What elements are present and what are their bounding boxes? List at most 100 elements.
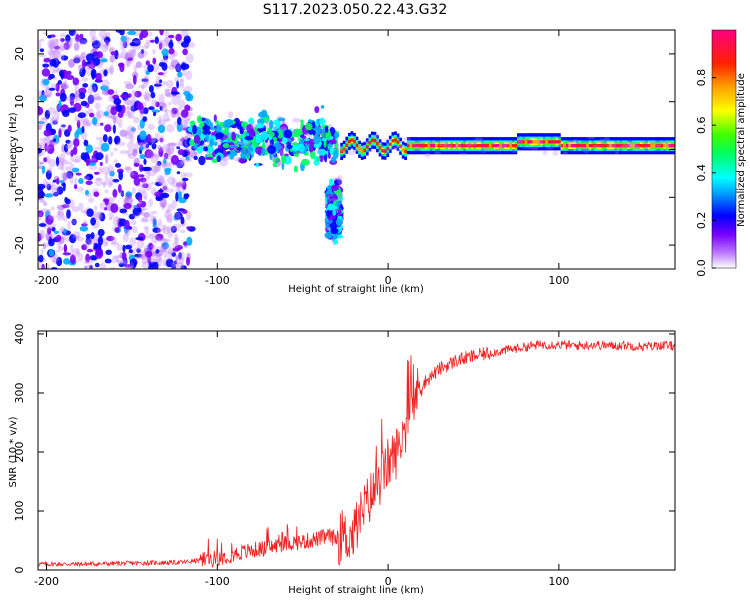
heatmap-cell (51, 115, 55, 122)
heatmap-cell (96, 96, 102, 102)
heatmap-cell (127, 93, 132, 98)
heatmap-cell (368, 141, 372, 145)
heatmap-cell (59, 92, 67, 102)
heatmap-cell (60, 55, 69, 61)
heatmap-cell (329, 139, 337, 145)
heatmap-cell (476, 144, 479, 148)
heatmap-cell (85, 253, 90, 263)
heatmap-cell (417, 140, 428, 144)
heatmap-cell (87, 94, 96, 104)
heatmap-cell (110, 113, 119, 120)
heatmap-cell (155, 249, 160, 254)
heatmap-cell (83, 260, 90, 265)
heatmap-cell (44, 109, 51, 120)
heatmap-cell (324, 231, 333, 239)
heatmap-cell (170, 181, 180, 188)
heatmap-cell (278, 126, 288, 131)
heatmap-cell (70, 219, 77, 225)
heatmap-cell (330, 227, 339, 235)
heatmap-cell (164, 88, 171, 97)
heatmap-cell (61, 124, 66, 128)
heatmap-cell (61, 182, 66, 187)
heatmap-cell (116, 141, 126, 147)
heatmap-cell (173, 107, 182, 111)
heatmap-cell (63, 42, 70, 50)
heatmap-cell (155, 233, 164, 241)
heatmap-cell (46, 139, 55, 147)
heatmap-cell (407, 140, 417, 146)
heatmap-cell (123, 35, 130, 43)
heatmap-cell (575, 144, 579, 148)
heatmap-cell (614, 144, 618, 148)
heatmap-cell (324, 153, 328, 163)
heatmap-cell (142, 183, 149, 189)
heatmap-cell (60, 203, 68, 210)
heatmap-cell (85, 233, 92, 239)
heatmap-cell (95, 102, 101, 110)
heatmap-cell (69, 93, 76, 100)
heatmap-cell (73, 138, 80, 147)
heatmap-cell (488, 144, 492, 148)
heatmap-cell (126, 141, 135, 151)
heatmap-cell (87, 122, 91, 127)
heatmap-cell (68, 161, 72, 165)
heatmap-cell (63, 151, 72, 155)
heatmap-cell (157, 145, 164, 152)
heatmap-cell (64, 40, 73, 50)
heatmap-cell (116, 216, 120, 224)
heatmap-cell (112, 115, 117, 124)
heatmap-cell (45, 84, 50, 94)
heatmap-cell (128, 49, 137, 54)
heatmap-cell (161, 48, 169, 57)
heatmap-cell (499, 144, 502, 148)
heatmap-cell (269, 119, 274, 129)
heatmap-cell (386, 146, 390, 151)
heatmap-cell (640, 144, 643, 148)
heatmap-cell (632, 144, 636, 148)
heatmap-cell (40, 266, 47, 269)
heatmap-cell (60, 38, 65, 42)
heatmap-cell (180, 216, 185, 225)
heatmap-cell (177, 117, 182, 125)
heatmap-cell (38, 261, 42, 269)
heatmap-cell (234, 145, 239, 152)
heatmap-cell (67, 141, 74, 147)
heatmap-cell (102, 181, 106, 189)
heatmap-cell (522, 140, 525, 144)
heatmap-cell (161, 224, 167, 231)
heatmap-cell (54, 110, 60, 119)
heatmap-cell (53, 175, 60, 181)
heatmap-cell (140, 50, 148, 58)
heatmap-cell (85, 189, 89, 196)
colorbar-ticks: 0.0 0.2 0.4 0.6 0.8 (695, 69, 716, 277)
heatmap-cell (92, 116, 98, 126)
heatmap-cell (143, 211, 151, 218)
heatmap-cell (42, 200, 47, 206)
heatmap-cell (131, 226, 138, 234)
heatmap-cell (486, 144, 490, 148)
heatmap-cell (300, 119, 304, 124)
heatmap-cell (215, 120, 220, 125)
heatmap-cell (171, 251, 176, 257)
heatmap-cell (98, 166, 103, 175)
heatmap-cell (537, 140, 541, 144)
heatmap-cell (142, 207, 148, 211)
heatmap-cell (447, 144, 451, 148)
heatmap-cell (110, 51, 117, 56)
heatmap-cell (639, 140, 646, 143)
heatmap-cell (141, 216, 148, 222)
heatmap-cell (196, 115, 202, 123)
heatmap-cell (325, 125, 329, 133)
heatmap-cell (312, 134, 321, 145)
heatmap-cell (99, 201, 106, 210)
heatmap-cell (529, 140, 533, 144)
heatmap-cell (167, 203, 173, 212)
heatmap-cell (185, 156, 190, 161)
heatmap-cell (578, 144, 582, 148)
heatmap-cell (239, 158, 246, 164)
heatmap-cell (127, 30, 137, 36)
heatmap-cell (430, 140, 435, 145)
heatmap-cell (54, 45, 60, 50)
heatmap-cell (587, 136, 596, 140)
heatmap-cell (67, 220, 71, 231)
